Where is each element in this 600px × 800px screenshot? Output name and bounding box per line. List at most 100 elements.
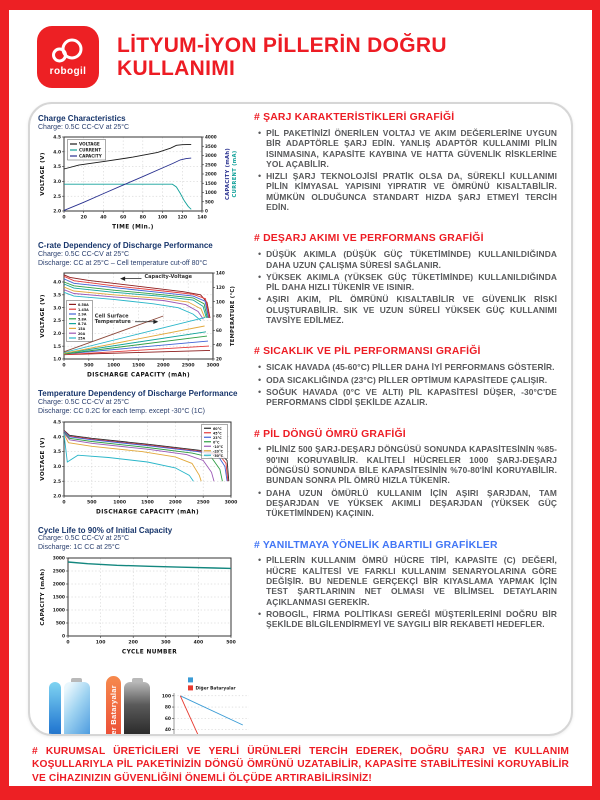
svg-text:VOLTAGE: VOLTAGE xyxy=(79,142,100,147)
svg-text:3000: 3000 xyxy=(225,499,238,505)
bullet-item: • YÜKSEK AKIMLA (YÜKSEK GÜÇ TÜKETİMİNDE) … xyxy=(258,272,557,293)
svg-text:2.0: 2.0 xyxy=(53,493,61,499)
svg-text:40: 40 xyxy=(100,215,106,221)
svg-text:VOLTAGE (V): VOLTAGE (V) xyxy=(40,153,46,197)
bullet-text: SOĞUK HAVADA (0°C VE ALTI) PİL KAPASİTES… xyxy=(266,386,557,408)
bullet-dot: • xyxy=(258,444,262,455)
svg-text:20A: 20A xyxy=(78,332,86,336)
svg-text:1.0: 1.0 xyxy=(53,357,61,363)
bullet-text: PİLİNİZ 500 ŞARJ-DEŞARJ DÖNGÜSÜ SONUNDA … xyxy=(266,444,557,486)
chart-title: Temperature Dependency of Discharge Perf… xyxy=(38,389,238,399)
footer-note: # KURUMSAL ÜRETİCİLERİ VE YERLİ ÜRÜNLERİ… xyxy=(32,746,569,784)
svg-text:500: 500 xyxy=(226,639,236,645)
bullet-item: • PİLLERİN KULLANIM ÖMRÜ HÜCRE TİPİ, KAPA… xyxy=(258,555,557,606)
svg-text:2500: 2500 xyxy=(53,568,65,574)
red-battery-graphic: Diğer Bataryalar xyxy=(106,674,150,734)
bullet-dot: • xyxy=(258,386,262,397)
svg-text:4.5: 4.5 xyxy=(53,135,61,141)
page-title-line1: LİTYUM-İYON PİLLERİN DOĞRU xyxy=(117,33,447,57)
svg-text:CURRENT (mA): CURRENT (mA) xyxy=(232,151,238,198)
svg-text:2000: 2000 xyxy=(53,581,65,587)
chart-subtitle: Discharge: CC at 25°C – Cell temperature… xyxy=(38,259,208,267)
battery-body xyxy=(63,681,90,734)
chart-temperature-discharge: Temperature Dependency of Discharge Perf… xyxy=(38,389,244,520)
bullet-item: • SOĞUK HAVADA (0°C VE ALTI) PİL KAPASİTE… xyxy=(258,387,557,408)
svg-text:3000: 3000 xyxy=(207,363,220,369)
svg-text:140: 140 xyxy=(216,271,225,276)
svg-text:80: 80 xyxy=(165,704,171,710)
bullet-item: • PİLİNİZ 500 ŞARJ-DEŞARJ DÖNGÜSÜ SONUNDA… xyxy=(258,444,557,485)
svg-text:2000: 2000 xyxy=(157,363,170,369)
svg-text:1000: 1000 xyxy=(107,363,120,369)
svg-text:5.8A: 5.8A xyxy=(78,318,87,322)
svg-text:2500: 2500 xyxy=(182,363,195,369)
section-heading: # DEŞARJ AKIMI VE PERFORMANS GRAFİĞİ xyxy=(254,233,484,245)
chart-figure: 0 20 40 60 80 100 120 140 2.0 2.5 3.0 3.5 4.0 4.5 0 500… xyxy=(38,133,244,236)
svg-text:3000: 3000 xyxy=(53,555,65,561)
svg-text:60: 60 xyxy=(120,215,126,221)
blue-battery-graphic xyxy=(48,674,90,734)
svg-text:3.5: 3.5 xyxy=(53,293,61,299)
text-column: # ŞARJ KARAKTERİSTİKLERİ GRAFİĞİ • PİL PAK… xyxy=(244,112,563,728)
svg-text:0: 0 xyxy=(62,499,65,505)
svg-text:40: 40 xyxy=(165,727,171,733)
page-title: LİTYUM-İYON PİLLERİN DOĞRU KULLANIMI xyxy=(117,34,447,80)
svg-text:300: 300 xyxy=(161,639,171,645)
bullet-dot: • xyxy=(258,362,262,373)
robogil-battery-group: 1000 dolum xyxy=(42,674,96,734)
svg-text:0: 0 xyxy=(62,215,65,221)
bullet-dot: • xyxy=(258,487,262,498)
bullet-text: ODA SICAKLIĞINDA (23°C) PİLLER OPTİMUM K… xyxy=(266,374,548,385)
section-heading: # YANILTMAYA YÖNELİK ABARTILI GRAFİKLER xyxy=(254,539,498,551)
chart-subtitle: Charge: 0.5C CC-CV at 25°C xyxy=(38,535,130,543)
svg-text:CAPACITY (mAh): CAPACITY (mAh) xyxy=(40,568,46,625)
svg-text:60: 60 xyxy=(216,328,222,333)
svg-text:400: 400 xyxy=(194,639,204,645)
battery-cap xyxy=(131,677,143,682)
svg-text:TIME (Min.): TIME (Min.) xyxy=(112,225,154,231)
svg-text:500: 500 xyxy=(56,620,65,626)
svg-text:4.0: 4.0 xyxy=(53,150,61,156)
chart-subtitle: Charge: 0.5C CC-CV at 25°C xyxy=(38,123,130,131)
section-heading: # PİL DÖNGÜ ÖMRÜ GRAFİĞİ xyxy=(254,428,406,440)
bullet-text: PİL PAKETİNİZİ ÖNERİLEN VOLTAJ VE AKIM D… xyxy=(266,127,557,169)
info-section: # YANILTMAYA YÖNELİK ABARTILI GRAFİKLER •… xyxy=(254,540,557,632)
info-section: # SICAKLIK VE PİL PERFORMANSI GRAFİĞİ • SI… xyxy=(254,346,557,409)
content-card: Charge Characteristics Charge: 0.5C CC-C… xyxy=(28,102,573,736)
svg-text:-30°C: -30°C xyxy=(213,453,224,457)
svg-text:20: 20 xyxy=(216,357,222,362)
svg-text:100: 100 xyxy=(162,693,171,699)
svg-text:DISCHARGE CAPACITY (mAh): DISCHARGE CAPACITY (mAh) xyxy=(96,509,199,515)
chart-figure: 0 500 1000 1500 2000 2500 3000 1.0 1.5 2.0 2.5 3.0 3… xyxy=(38,269,244,384)
charts-column: Charge Characteristics Charge: 0.5C CC-C… xyxy=(36,112,249,734)
svg-text:4.0: 4.0 xyxy=(53,434,61,440)
bullet-item: • ROBOGİL, FİRMA POLİTİKASI GEREĞİ MÜŞTER… xyxy=(258,609,557,630)
bullet-text: YÜKSEK AKIMLA (YÜKSEK GÜÇ TÜKETİMİNDE) K… xyxy=(266,271,557,293)
bullet-item: • HIZLI ŞARJ TEKNOLOJİSİ PRATİK OLSA DA, … xyxy=(258,171,557,212)
svg-text:1500: 1500 xyxy=(132,363,145,369)
svg-text:2500: 2500 xyxy=(197,499,210,505)
svg-text:500: 500 xyxy=(205,200,214,205)
bullet-item: • AŞIRI AKIM, PİL ÖMRÜNÜ KISALTABİLİR VE … xyxy=(258,294,557,325)
info-section: # ŞARJ KARAKTERİSTİKLERİ GRAFİĞİ • PİL PAK… xyxy=(254,112,557,214)
bullet-item: • DAHA UZUN ÖMÜRLÜ KULLANIM İÇİN AŞIRI ŞA… xyxy=(258,488,557,519)
svg-text:500: 500 xyxy=(84,363,94,369)
svg-text:60°C: 60°C xyxy=(213,426,222,430)
svg-text:4.5: 4.5 xyxy=(53,419,61,425)
svg-text:CURRENT: CURRENT xyxy=(79,148,101,153)
chart-charge-characteristics: Charge Characteristics Charge: 0.5C CC-C… xyxy=(38,114,244,236)
svg-text:120: 120 xyxy=(216,285,225,290)
bullet-text: PİLLERİN KULLANIM ÖMRÜ HÜCRE TİPİ, KAPAS… xyxy=(266,555,557,607)
svg-text:2000: 2000 xyxy=(205,172,217,177)
svg-text:0: 0 xyxy=(62,633,65,639)
svg-text:80: 80 xyxy=(140,215,146,221)
svg-text:60: 60 xyxy=(165,716,171,722)
page-title-line2: KULLANIMI xyxy=(117,57,236,80)
robogil-logo: robogil xyxy=(37,26,99,88)
chart-crate-discharge: C-rate Dependency of Discharge Performan… xyxy=(38,241,244,384)
chart-title: C-rate Dependency of Discharge Performan… xyxy=(38,241,213,251)
header: robogil LİTYUM-İYON PİLLERİN DOĞRU KULLA… xyxy=(9,10,592,98)
blue-capsule-icon xyxy=(48,681,61,734)
chart-subtitle: Discharge: CC 0.2C for each temp. except… xyxy=(38,407,205,415)
svg-text:3.0: 3.0 xyxy=(53,179,61,185)
